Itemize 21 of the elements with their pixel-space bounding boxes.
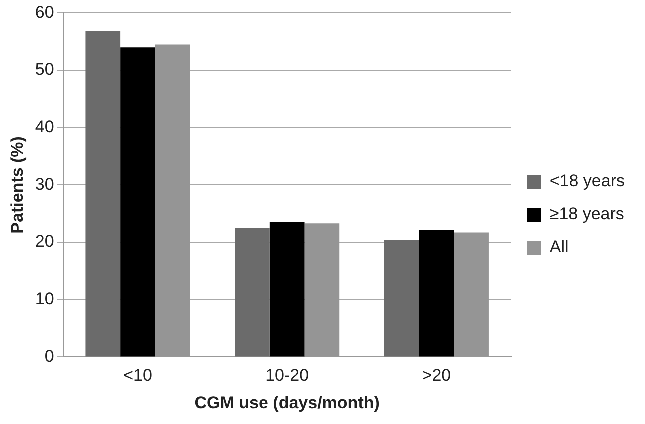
y-tick-label: 60: [35, 2, 54, 22]
y-tick-label: 30: [35, 174, 54, 194]
y-tick-label: 20: [35, 232, 54, 252]
y-tick-label: 0: [44, 346, 54, 366]
legend-label: ≥18 years: [550, 204, 624, 224]
bar: [235, 228, 270, 357]
y-tick-label: 50: [35, 60, 54, 80]
bar: [419, 230, 454, 357]
x-tick-label: >20: [422, 366, 452, 386]
legend-label: <18 years: [550, 172, 626, 191]
bar: [270, 222, 305, 357]
legend-label: All: [550, 238, 569, 257]
x-axis-title: CGM use (days/month): [194, 393, 380, 412]
x-tick-label: <10: [124, 366, 152, 386]
x-tick-label: 10-20: [266, 366, 310, 386]
y-axis-title: Patients (%): [8, 136, 27, 234]
y-tick-label: 10: [35, 290, 54, 309]
bar: [120, 48, 156, 357]
y-tick-label: 40: [35, 118, 54, 137]
bar: [86, 32, 121, 357]
bar: [384, 240, 420, 357]
